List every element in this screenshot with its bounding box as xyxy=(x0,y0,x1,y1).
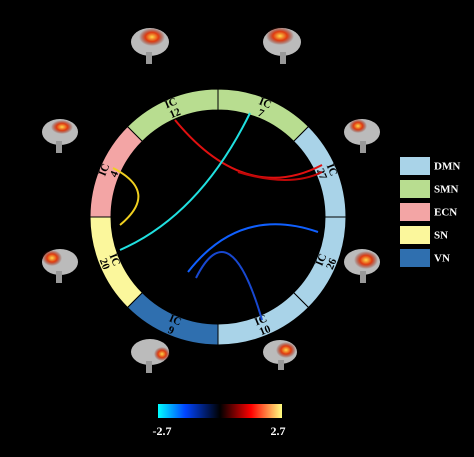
segment-ic: IC xyxy=(257,96,273,112)
segment-number: 7 xyxy=(256,107,266,120)
legend-swatch xyxy=(400,203,430,221)
segment-number: 27 xyxy=(314,167,329,182)
legend-label: ECN xyxy=(434,207,457,219)
segment-label: IC9 xyxy=(166,313,183,338)
legend-swatch xyxy=(400,180,430,198)
legend-swatch xyxy=(400,249,430,267)
legend-label: VN xyxy=(434,253,450,265)
brain xyxy=(42,119,78,153)
legend-swatch xyxy=(400,226,430,244)
brain xyxy=(131,28,169,64)
segment-ic: IC xyxy=(107,252,123,268)
legend-label: SN xyxy=(434,230,448,242)
segment-number: 12 xyxy=(168,106,183,121)
brain xyxy=(131,339,170,373)
legend-label: DMN xyxy=(434,161,460,173)
brain xyxy=(263,27,301,64)
segment-label: IC7 xyxy=(256,96,273,121)
legend-label: SMN xyxy=(434,184,459,196)
segment-number: 26 xyxy=(324,256,339,271)
connection xyxy=(195,251,263,321)
brain xyxy=(344,249,380,283)
connection xyxy=(237,171,323,181)
segment-ic: IC xyxy=(163,95,179,111)
legend-swatch xyxy=(400,157,430,175)
segment-number: 4 xyxy=(108,169,121,179)
connections xyxy=(112,112,323,321)
segment xyxy=(126,88,219,143)
brain xyxy=(42,249,78,283)
segment-ic: IC xyxy=(97,162,113,178)
segment-ic: IC xyxy=(253,313,269,329)
legend: DMN SMN ECN SN VN xyxy=(400,157,460,267)
segment-number: 20 xyxy=(97,257,112,272)
colorbar-min: -2.7 xyxy=(153,424,172,438)
brain xyxy=(263,340,297,370)
segment-number: 9 xyxy=(166,324,176,337)
connection xyxy=(187,223,319,273)
segment-ic: IC xyxy=(167,313,183,329)
segment-ic: IC xyxy=(314,252,330,268)
connection xyxy=(119,112,251,251)
segment-ic: IC xyxy=(324,162,340,178)
colorbar-max: 2.7 xyxy=(271,424,286,438)
connection xyxy=(112,167,140,226)
colorbar xyxy=(158,404,282,418)
brain xyxy=(344,119,380,153)
brain-images xyxy=(42,27,380,373)
segment-label: IC4 xyxy=(97,162,122,179)
segment-number: 10 xyxy=(258,323,273,338)
